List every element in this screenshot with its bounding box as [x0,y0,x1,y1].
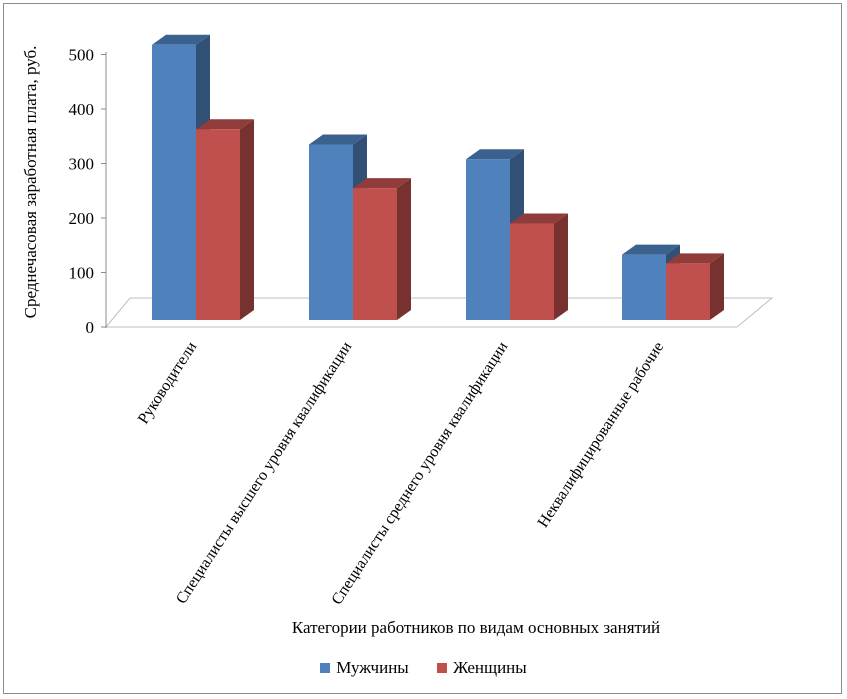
bar-front [666,263,710,320]
bar-front [152,44,196,321]
bar-top [466,149,524,160]
bars [152,34,724,321]
bar-top [622,244,680,255]
x-tick-label: Специалисты среднего уровня квалификации [328,339,511,608]
bar-women-1 [353,178,411,320]
x-tick-label: Руководители [135,339,201,428]
y-tick-label: 200 [69,209,95,228]
bar-side [554,213,568,320]
chart-frame [3,3,842,694]
y-tick-label: 100 [69,264,95,283]
bar-women-2 [510,213,568,320]
bar-side [240,119,254,320]
y-tick-label: 0 [86,318,95,337]
bar-top [152,34,210,45]
bar-front [309,144,353,320]
legend-swatch-men [320,663,331,673]
y-axis-title: Среднечасовая заработная плата, руб. [21,46,40,319]
y-tick-label: 300 [69,155,95,174]
bar-side [710,253,724,320]
bar-side [397,178,411,320]
bar-front [466,159,510,320]
legend-item-men: Мужчины [320,658,409,678]
bar-front [510,223,554,320]
legend-item-women: Женщины [436,658,527,678]
chart-floor [104,297,774,328]
x-axis-title: Категории работников по видам основных з… [292,618,660,637]
bar-front [196,129,240,320]
bar-front [622,254,666,320]
floor-plane [104,297,774,328]
y-tick-label: 400 [69,100,95,119]
bar-top [353,178,411,189]
bar-top [196,119,254,130]
x-tick-label: Неквалифицированные рабочие [535,339,668,531]
bar-front [353,188,397,320]
y-axis: 0 100 200 300 400 500 [69,46,107,337]
legend-label-men: Мужчины [336,658,409,677]
bar-top [666,253,724,264]
legend-label-women: Женщины [452,658,527,677]
bar-top [510,213,568,224]
legend-swatch-women [436,663,447,673]
bar-top [309,134,367,145]
legend: Мужчины Женщины [0,658,847,678]
bar-women-0 [196,119,254,320]
x-tick-label: Специалисты высшего уровня квалификации [173,339,356,608]
bar-women-3 [666,253,724,320]
y-tick-label: 500 [69,46,95,65]
